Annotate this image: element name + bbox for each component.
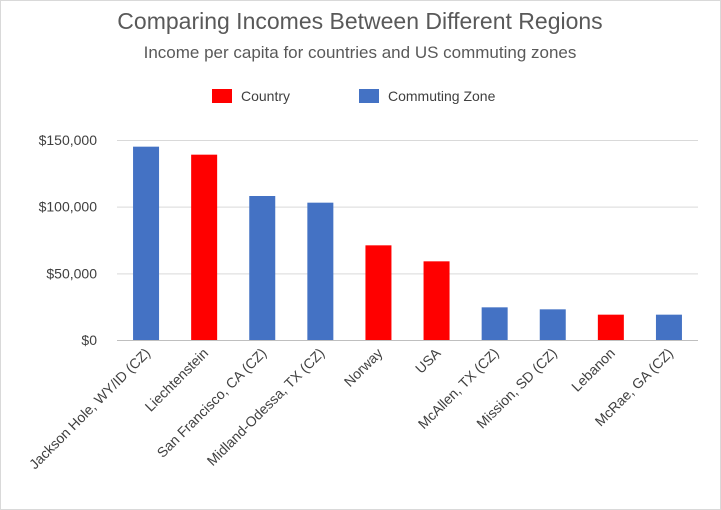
y-tick-label: $100,000 xyxy=(39,199,98,215)
x-tick-label: Jackson Hole, WY/ID (CZ) xyxy=(26,345,153,472)
legend-label-country: Country xyxy=(241,88,290,104)
legend-swatch-commuting-zone xyxy=(359,89,379,103)
bar xyxy=(249,196,276,340)
bar xyxy=(655,314,682,340)
legend-swatch-country xyxy=(212,89,232,103)
bar xyxy=(481,307,508,340)
x-tick-label: Lebanon xyxy=(568,345,618,395)
bar xyxy=(191,154,218,340)
legend: Country Commuting Zone xyxy=(212,88,496,104)
x-tick-label: Midland-Odessa, TX (CZ) xyxy=(204,345,328,469)
chart-title: Comparing Incomes Between Different Regi… xyxy=(117,8,602,34)
y-tick-label: $150,000 xyxy=(39,132,98,148)
bar xyxy=(307,202,334,340)
x-tick-label: USA xyxy=(412,344,444,376)
bar xyxy=(597,314,624,340)
bar xyxy=(365,245,392,340)
y-axis-ticks: $0 $50,000 $100,000 $150,000 xyxy=(39,132,98,348)
chart-subtitle: Income per capita for countries and US c… xyxy=(144,43,577,62)
y-tick-label: $0 xyxy=(81,332,97,348)
x-tick-label: Norway xyxy=(341,345,386,390)
bar xyxy=(423,261,450,340)
legend-label-commuting-zone: Commuting Zone xyxy=(388,88,496,104)
y-tick-label: $50,000 xyxy=(46,265,97,281)
x-tick-label: San Francisco, CA (CZ) xyxy=(154,345,270,461)
x-axis-labels: Jackson Hole, WY/ID (CZ)LiechtensteinSan… xyxy=(26,344,676,472)
bar xyxy=(133,146,160,340)
bars xyxy=(133,146,682,340)
bar xyxy=(539,309,566,340)
